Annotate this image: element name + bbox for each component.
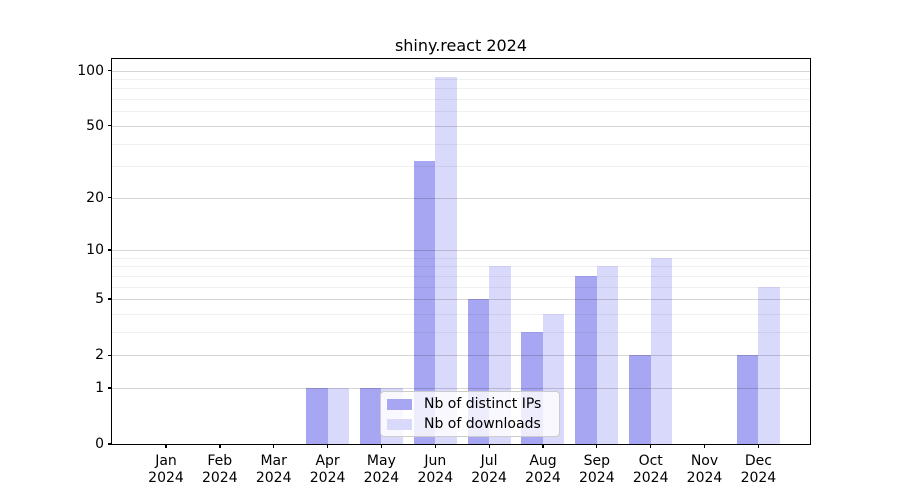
y-tick-mark [107,298,112,300]
y-axis-tick-label: 100 [77,62,104,79]
bar-downloads [650,257,673,444]
x-axis-tick-label: Nov 2024 [686,453,723,486]
bar-distinct-ips [575,275,597,444]
bar-downloads [435,77,457,444]
legend-label: Nb of downloads [424,415,541,432]
x-axis-tick-label: Sep 2024 [578,453,615,486]
bar-distinct-ips [413,161,436,444]
x-axis-tick-label: Aug 2024 [525,453,561,486]
legend-swatch [387,418,412,430]
y-axis-tick-label: 5 [95,291,104,307]
y-axis-tick-label: 20 [86,189,104,206]
y-tick-mark [107,197,112,199]
legend-entry: Nb of downloads [387,416,550,433]
x-tick-mark [219,444,221,448]
legend: Nb of distinct IPs Nb of downloads [380,391,560,437]
legend-swatch [387,398,412,410]
x-tick-mark [757,444,760,448]
bar-distinct-ips [306,387,328,444]
y-axis-tick-label: 1 [95,379,104,396]
x-tick-mark [488,444,490,448]
y-axis-tick-label: 0 [95,436,104,452]
x-axis-tick-label: Dec 2024 [740,453,777,486]
x-axis-tick-label: Feb 2024 [201,453,238,486]
legend-entry: Nb of distinct IPs [387,396,550,413]
bars-layer [112,59,810,444]
x-axis-tick-label: Jan 2024 [148,453,184,486]
y-tick-mark [107,354,112,356]
y-axis-tick-label: 2 [95,347,104,364]
x-tick-mark [434,444,436,448]
x-tick-mark [165,444,167,448]
x-axis-tick-label: Mar 2024 [255,453,292,486]
x-axis-tick-label: May 2024 [363,453,400,486]
bar-downloads [327,387,350,444]
x-axis-tick-label: Oct 2024 [632,453,669,486]
x-axis-tick-label: Apr 2024 [309,453,346,486]
x-tick-mark [380,444,383,448]
chart-title: shiny.react 2024 [394,36,528,55]
x-tick-mark [650,444,652,448]
legend-label: Nb of distinct IPs [424,395,542,412]
y-tick-mark [107,249,112,251]
x-tick-mark [596,444,598,448]
y-axis-tick-label: 50 [86,117,104,134]
y-tick-mark [107,443,112,445]
bar-distinct-ips [359,387,382,444]
bar-distinct-ips [629,355,651,444]
x-axis-tick-label: Jul 2024 [471,453,507,486]
x-tick-mark [542,444,544,448]
y-tick-mark [107,125,112,127]
x-tick-mark [703,444,706,448]
bar-distinct-ips [736,355,759,444]
y-tick-mark [107,69,112,72]
y-tick-mark [107,387,112,389]
bar-downloads [758,286,780,444]
x-axis-tick-label: Jun 2024 [417,453,454,486]
x-tick-mark [326,444,329,448]
y-axis-tick-label: 10 [86,241,104,258]
x-tick-mark [273,444,275,448]
bar-downloads [596,266,619,444]
